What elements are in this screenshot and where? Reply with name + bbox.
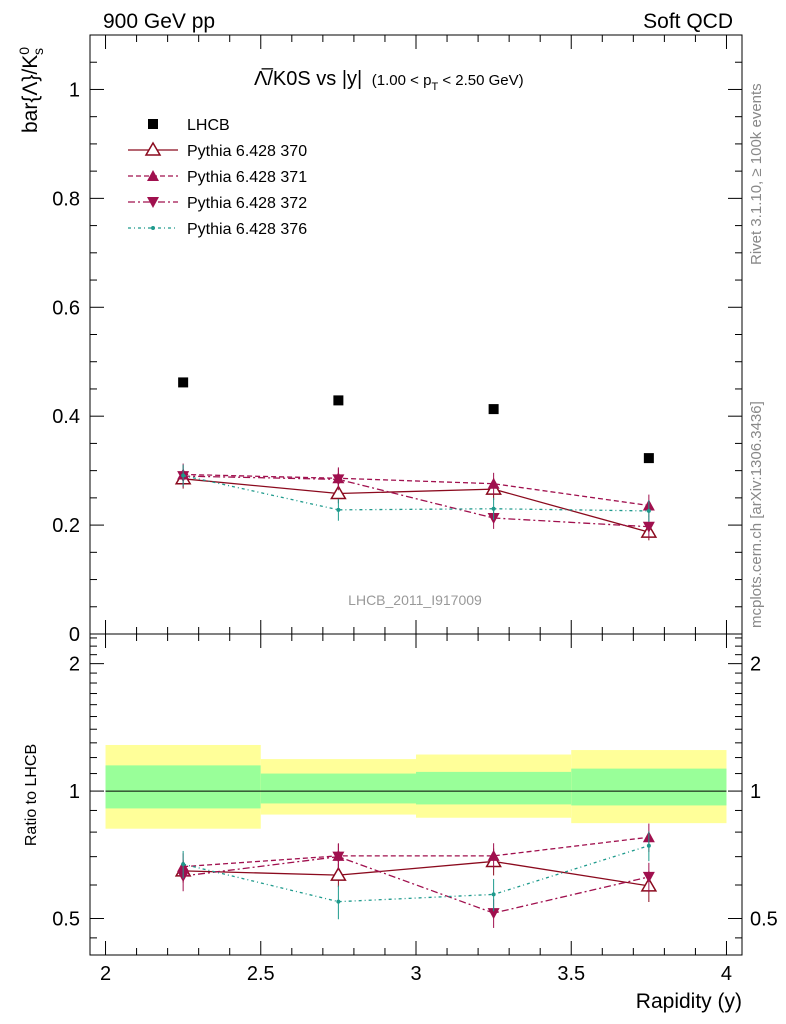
ratio-ytick-label-right: 0.5 xyxy=(750,909,778,931)
legend-item: Pythia 6.428 371 xyxy=(128,169,307,186)
main-series-lhcb xyxy=(178,377,654,464)
ratio-plot: 0.5 0.5 1 1 2 2 2 2.5 3 3.5 4 Ratio to LHCB Rapid… xyxy=(23,633,778,1013)
ratio-series-line xyxy=(182,845,650,903)
ratio-series-pythia-6-428-372 xyxy=(177,843,655,928)
main-ytick-label: 0.6 xyxy=(52,297,80,319)
analysis-watermark: LHCB_2011_I917009 xyxy=(348,592,482,608)
main-data-point xyxy=(333,395,344,406)
rivet-label: Rivet 3.1.10, ≥ 100k events xyxy=(748,83,765,265)
legend-marker xyxy=(151,226,155,230)
main-data-point xyxy=(332,474,345,486)
ratio-xtick-label: 4 xyxy=(721,963,732,985)
main-data-point xyxy=(646,508,651,513)
legend-label: Pythia 6.428 376 xyxy=(187,221,307,238)
main-ylabel-sub: s xyxy=(30,48,46,55)
main-data-point xyxy=(178,377,189,388)
ratio-ytick-label-right: 1 xyxy=(750,781,761,803)
main-title: Λ̅/K0S vs |y| (1.00 < pT < 2.50 GeV) xyxy=(254,67,524,93)
legend-item: Pythia 6.428 370 xyxy=(128,141,307,160)
main-series-line xyxy=(183,474,649,512)
ratio-xtick-label: 3.5 xyxy=(557,963,585,985)
ratio-series-pythia-6-428-376 xyxy=(181,831,651,920)
ratio-data-point xyxy=(487,908,500,920)
ratio-ytick-label: 0.5 xyxy=(52,909,80,931)
ratio-data-point xyxy=(332,851,345,863)
ratio-ylabel: Ratio to LHCB xyxy=(23,744,40,846)
ratio-ytick-label: 2 xyxy=(69,654,80,676)
main-title-suffix: (1.00 < p xyxy=(372,72,432,89)
ratio-band-inner xyxy=(571,768,727,806)
main-data-point xyxy=(330,485,347,500)
legend-marker xyxy=(147,197,159,208)
legend-item: Pythia 6.428 372 xyxy=(128,195,307,212)
main-ylabel-main: bar{Λ}/K xyxy=(19,55,42,133)
ratio-ytick-label-right: 2 xyxy=(750,654,761,676)
main-data-point xyxy=(643,453,654,464)
legend-label: Pythia 6.428 372 xyxy=(187,195,307,212)
main-data-point xyxy=(487,477,500,489)
legend-label: Pythia 6.428 370 xyxy=(187,143,307,160)
main-series-line xyxy=(183,473,649,507)
main-data-point xyxy=(336,507,341,512)
main-series-pythia-6-428-370 xyxy=(174,469,658,541)
main-title-sub: T xyxy=(431,81,438,93)
mcplots-label: mcplots.cern.ch [arXiv:1306.3436] xyxy=(748,401,765,628)
main-series-pythia-6-428-371 xyxy=(177,463,655,517)
main-series-line xyxy=(183,478,650,533)
main-ylabel-sup: 0 xyxy=(16,47,32,55)
main-data-point xyxy=(181,473,186,478)
main-data-point xyxy=(642,521,655,533)
ratio-band-inner xyxy=(260,773,416,804)
main-series-pythia-6-428-376 xyxy=(181,464,651,522)
ratio-xtick-label: 3 xyxy=(410,963,421,985)
legend-marker xyxy=(148,119,158,129)
ratio-data-point xyxy=(330,866,347,881)
ratio-series-line xyxy=(183,855,650,914)
ratio-series-line xyxy=(183,860,649,887)
ratio-xtick-label: 2.5 xyxy=(247,963,275,985)
legend-item: LHCB xyxy=(148,117,230,134)
ratio-band-inner xyxy=(105,765,261,809)
legend-item: Pythia 6.428 376 xyxy=(128,221,307,238)
ratio-data-point xyxy=(491,892,496,897)
ratio-xlabel: Rapidity (y) xyxy=(636,990,742,1013)
ratio-ytick-label: 1 xyxy=(69,781,80,803)
ratio-band-inner xyxy=(416,771,572,805)
main-plot: 0 0.2 0.4 0.6 0.8 1 Λ̅/K0S vs |y| (1.00 < pT … xyxy=(16,34,743,646)
main-ytick-label: 0.8 xyxy=(52,188,80,210)
main-ytick-label: 0.4 xyxy=(52,406,80,428)
legend-label: LHCB xyxy=(187,117,230,134)
main-ylabel: bar{Λ}/K0s xyxy=(16,47,46,133)
header-right: Soft QCD xyxy=(643,10,733,33)
legend-label: Pythia 6.428 371 xyxy=(187,169,307,186)
ratio-data-point xyxy=(646,843,651,848)
main-ytick-label: 0.2 xyxy=(52,515,80,537)
main-data-point xyxy=(488,404,499,415)
ratio-data-point xyxy=(181,862,186,867)
main-ytick-label: 1 xyxy=(69,79,80,101)
ratio-data-point xyxy=(487,849,500,861)
ratio-series-line xyxy=(183,836,649,868)
main-data-point xyxy=(491,506,496,511)
ratio-data-point xyxy=(642,871,655,883)
ratio-xtick-label: 2 xyxy=(100,963,111,985)
legend-marker xyxy=(147,170,159,181)
header-left: 900 GeV pp xyxy=(103,10,215,33)
legend-marker xyxy=(144,141,162,156)
main-title-main: Λ̅/K0S vs |y| xyxy=(254,67,362,90)
ratio-data-point xyxy=(336,899,341,904)
main-ytick-label: 0 xyxy=(69,624,80,646)
main-series-line xyxy=(183,475,649,528)
main-title-end: < 2.50 GeV) xyxy=(438,72,523,89)
